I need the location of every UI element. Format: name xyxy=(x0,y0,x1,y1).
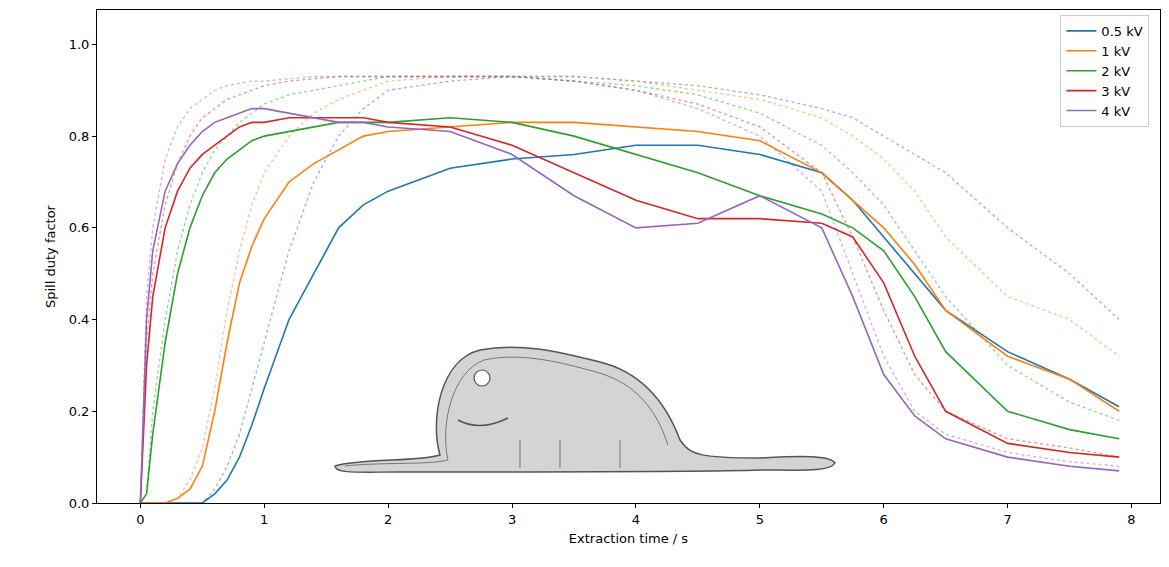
svg-text:0.0: 0.0 xyxy=(69,496,90,511)
svg-text:0.5 kV: 0.5 kV xyxy=(1101,24,1142,39)
svg-text:0.8: 0.8 xyxy=(69,129,90,144)
svg-text:Spill duty factor: Spill duty factor xyxy=(43,204,58,308)
svg-text:5: 5 xyxy=(756,512,764,527)
svg-text:1: 1 xyxy=(260,512,268,527)
svg-text:0: 0 xyxy=(136,512,144,527)
svg-text:6: 6 xyxy=(880,512,888,527)
svg-text:Extraction time / s: Extraction time / s xyxy=(569,531,689,546)
svg-text:0.4: 0.4 xyxy=(69,312,90,327)
svg-text:2 kV: 2 kV xyxy=(1101,64,1130,79)
svg-text:4 kV: 4 kV xyxy=(1101,104,1130,119)
svg-text:2: 2 xyxy=(384,512,392,527)
svg-text:4: 4 xyxy=(632,512,640,527)
svg-text:7: 7 xyxy=(1003,512,1011,527)
svg-text:8: 8 xyxy=(1127,512,1135,527)
svg-text:0.2: 0.2 xyxy=(69,404,90,419)
svg-text:1.0: 1.0 xyxy=(69,37,90,52)
svg-text:0.6: 0.6 xyxy=(69,220,90,235)
svg-text:1 kV: 1 kV xyxy=(1101,44,1130,59)
svg-text:3: 3 xyxy=(508,512,516,527)
svg-text:3 kV: 3 kV xyxy=(1101,84,1130,99)
